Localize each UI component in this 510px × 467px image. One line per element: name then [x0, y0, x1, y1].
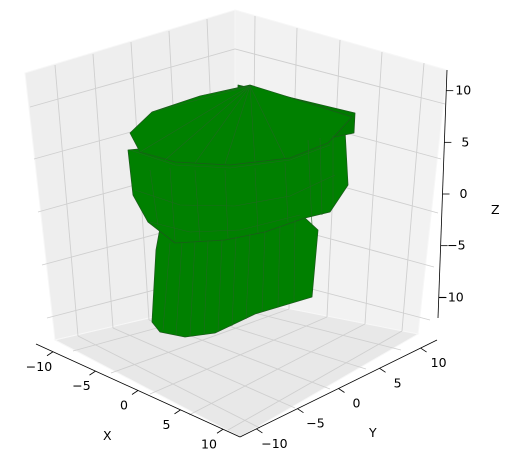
y-tick-label: 10: [431, 355, 447, 370]
x-tick-mark: [174, 409, 181, 415]
toilet-mesh: [127, 84, 356, 338]
y-tick-mark: [297, 408, 304, 414]
x-tick-label: 5: [163, 417, 171, 432]
y-tick-mark: [256, 428, 263, 434]
x-tick-mark: [216, 428, 224, 434]
toilet-base: [151, 217, 319, 338]
y-tick-label: 0: [353, 396, 361, 411]
toilet-lid: [129, 84, 353, 166]
z-tick-label: 0: [460, 186, 468, 201]
y-tick-mark: [420, 347, 427, 353]
z-tick-label: 10: [455, 83, 471, 98]
y-tick-label: −10: [261, 436, 287, 451]
z-axis-label: Z: [491, 202, 500, 217]
x-tick-mark: [89, 370, 96, 376]
z-tick-label: −10: [437, 289, 463, 304]
y-tick-mark: [338, 388, 345, 393]
y-axis-label: Y: [368, 425, 377, 440]
x-tick-label: 10: [201, 436, 217, 451]
tick-group: −10 −5 0 5 10 −10 −5 0 5 10 −10 −5 0 5 10: [26, 83, 471, 452]
x-tick-label: −5: [72, 378, 90, 393]
y-tick-mark: [379, 367, 386, 373]
x-tick-label: −10: [26, 359, 52, 374]
x-axis-label: X: [103, 428, 112, 443]
z-tick-label: 5: [461, 134, 469, 149]
y-tick-label: −5: [306, 416, 324, 431]
z-tick-label: −5: [447, 238, 465, 253]
y-tick-label: 5: [394, 375, 402, 390]
x-tick-label: 0: [120, 398, 128, 413]
x-tick-mark: [46, 351, 54, 357]
x-tick-mark: [131, 390, 139, 395]
